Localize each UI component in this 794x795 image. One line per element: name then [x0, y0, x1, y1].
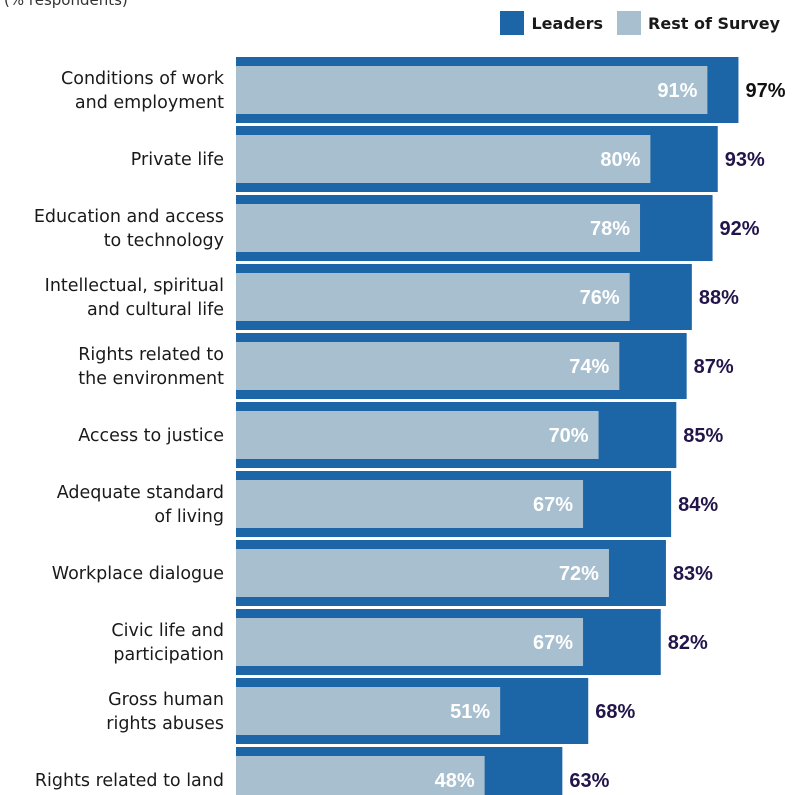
bar-rest-of-survey: [236, 618, 584, 666]
bar-rest-of-survey: [236, 411, 599, 459]
bar-rest-of-survey: [236, 66, 708, 114]
value-label-rest-of-survey: 80%: [600, 149, 640, 171]
value-label-rest-of-survey: 67%: [533, 494, 573, 516]
value-label-rest-of-survey: 70%: [549, 425, 589, 447]
category-label: to technology: [104, 231, 224, 251]
category-label: Intellectual, spiritual: [45, 276, 224, 296]
chart-subtitle: (% respondents): [4, 0, 128, 9]
value-label-rest-of-survey: 48%: [435, 770, 475, 792]
value-label-leaders: 63%: [569, 770, 609, 792]
legend-swatch-leaders: [500, 11, 525, 35]
bar-rest-of-survey: [236, 342, 620, 390]
value-label-leaders: 82%: [668, 632, 708, 654]
bar-rest-of-survey: [236, 135, 651, 183]
bar-rest-of-survey: [236, 480, 584, 528]
category-label: Rights related to land: [35, 771, 224, 791]
category-label: Education and access: [34, 207, 224, 227]
legend-label-leaders: Leaders: [531, 13, 604, 33]
value-label-rest-of-survey: 91%: [657, 80, 697, 102]
value-label-rest-of-survey: 76%: [580, 287, 620, 309]
legend-item-rest-of-survey: Rest of Survey: [617, 11, 780, 35]
value-label-leaders: 68%: [595, 701, 635, 723]
bar-rest-of-survey: [236, 273, 630, 321]
category-label: of living: [154, 507, 224, 527]
value-label-rest-of-survey: 78%: [590, 218, 630, 240]
category-label: Rights related to: [78, 345, 224, 365]
category-label: Workplace dialogue: [52, 564, 224, 584]
bar-rest-of-survey: [236, 756, 485, 795]
legend-item-leaders: Leaders: [500, 11, 603, 35]
bar-rest-of-survey: [236, 549, 609, 597]
category-label: Private life: [131, 150, 224, 170]
category-label: Adequate standard: [57, 483, 224, 503]
category-label: and employment: [75, 93, 224, 113]
category-label: rights abuses: [106, 714, 224, 734]
category-label: and cultural life: [87, 300, 224, 320]
value-label-rest-of-survey: 74%: [569, 356, 609, 378]
legend-label-rest-of-survey: Rest of Survey: [648, 13, 780, 33]
value-label-rest-of-survey: 51%: [450, 701, 490, 723]
value-label-leaders: 85%: [683, 425, 723, 447]
category-label: Civic life and: [111, 621, 224, 641]
value-label-leaders: 87%: [694, 356, 734, 378]
value-label-leaders: 97%: [745, 80, 785, 102]
legend-swatch-rest-of-survey: [617, 11, 642, 35]
value-label-rest-of-survey: 67%: [533, 632, 573, 654]
category-label: the environment: [78, 369, 224, 389]
legend: Leaders Rest of Survey: [492, 10, 780, 36]
value-label-leaders: 88%: [699, 287, 739, 309]
category-label: Gross human: [108, 690, 224, 710]
value-label-rest-of-survey: 72%: [559, 563, 599, 585]
category-label: Conditions of work: [61, 69, 225, 89]
value-label-leaders: 92%: [720, 218, 760, 240]
bar-rest-of-survey: [236, 687, 501, 735]
category-label: participation: [113, 645, 224, 665]
category-label: Access to justice: [78, 426, 224, 446]
value-label-leaders: 93%: [725, 149, 765, 171]
value-label-leaders: 84%: [678, 494, 718, 516]
bar-rest-of-survey: [236, 204, 641, 252]
value-label-leaders: 83%: [673, 563, 713, 585]
